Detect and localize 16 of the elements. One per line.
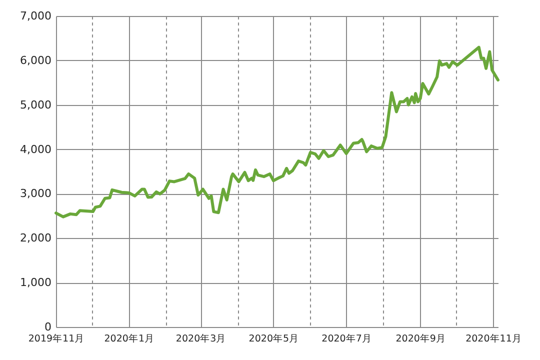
y-tick-label: 1,000 bbox=[20, 276, 52, 290]
line-series bbox=[54, 46, 500, 218]
x-tick-label: 2020年1月 bbox=[104, 332, 154, 344]
y-tick-label: 5,000 bbox=[20, 98, 52, 112]
y-tick-label: 4,000 bbox=[20, 142, 52, 156]
x-tick-label: 2020年5月 bbox=[248, 332, 300, 344]
x-tick-label: 2020年11月 bbox=[466, 332, 522, 344]
y-tick-label: 7,000 bbox=[20, 10, 52, 22]
y-tick-label: 2,000 bbox=[20, 232, 52, 245]
y-tick-label: 3,000 bbox=[20, 187, 52, 200]
y-tick-label: 0 bbox=[44, 320, 52, 334]
x-tick-label: 2019年11月 bbox=[28, 332, 85, 344]
x-tick-label: 2020年9月 bbox=[396, 332, 446, 344]
x-tick-label: 2020年7月 bbox=[322, 332, 372, 344]
x-tick-label: 2020年3月 bbox=[176, 332, 226, 344]
y-tick-label: 6,000 bbox=[20, 54, 52, 67]
